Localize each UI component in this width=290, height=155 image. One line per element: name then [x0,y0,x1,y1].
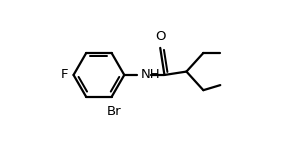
Text: O: O [155,30,166,43]
Text: F: F [61,69,68,82]
Text: Br: Br [107,105,122,118]
Text: NH: NH [141,69,160,82]
